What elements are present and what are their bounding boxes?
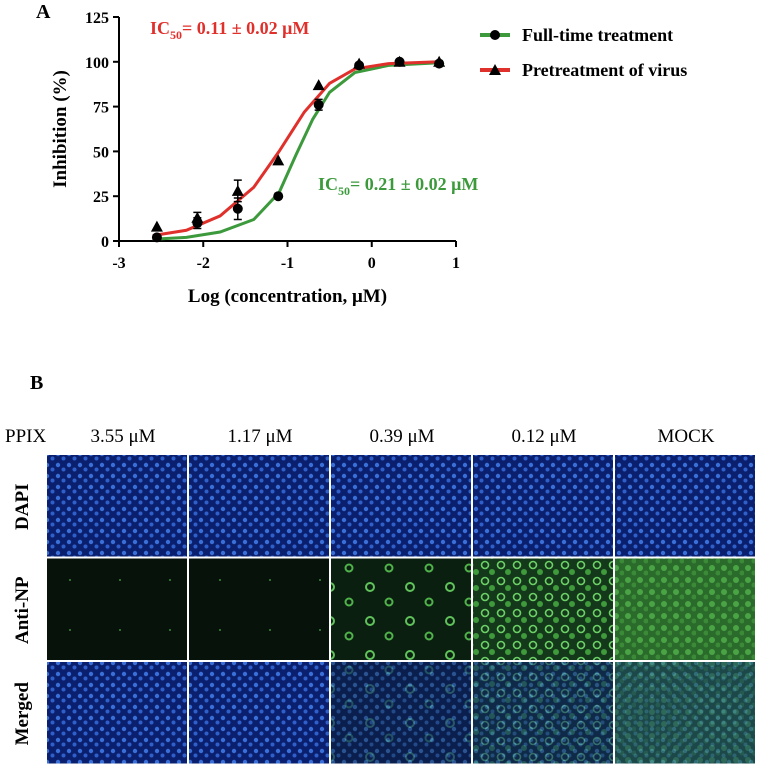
y-tick-label: 75 [93, 100, 109, 117]
data-point [393, 55, 406, 67]
x-tick-label: -2 [197, 255, 210, 272]
data-point [353, 57, 366, 69]
ic50-value: = 0.21 ± 0.02 μM [350, 174, 478, 194]
micrograph [473, 455, 613, 557]
x-tick-label: 1 [452, 255, 460, 272]
micrograph [189, 455, 329, 557]
micrograph [473, 558, 613, 660]
data-point [150, 220, 163, 232]
x-tick-label: -3 [112, 255, 125, 272]
row-label: DAPI [12, 484, 33, 530]
ic50-value: = 0.11 ± 0.02 μM [182, 18, 309, 38]
ic50-subscript: 50 [338, 184, 350, 198]
micrograph [615, 558, 755, 660]
fit-curve [152, 60, 440, 238]
micrograph [189, 662, 329, 764]
data-point [232, 203, 243, 214]
micrograph [331, 558, 471, 660]
column-header: 0.39 μM [369, 426, 434, 447]
y-tick-label: 125 [85, 10, 109, 27]
micrograph [615, 455, 755, 557]
micrograph [47, 662, 187, 764]
data-point [313, 99, 324, 110]
x-axis-label: Log (concentration, μM) [188, 286, 387, 307]
legend-label: Full-time treatment [522, 25, 673, 45]
ic50-prefix: IC [318, 174, 338, 194]
micrograph [189, 558, 329, 660]
data-point [231, 184, 244, 196]
micrograph-overlay [331, 662, 471, 764]
micrograph [47, 455, 187, 557]
data-point [191, 211, 204, 223]
x-tick-label: -1 [281, 255, 294, 272]
row-header: PPIX [5, 426, 46, 447]
y-tick-label: 25 [93, 189, 109, 206]
micrograph [47, 558, 187, 660]
micrograph-overlay [473, 662, 613, 764]
data-point [272, 154, 285, 166]
ic50-prefix: IC [150, 18, 170, 38]
ic50-annotation: IC50= 0.11 ± 0.02 μM [150, 18, 309, 42]
data-point [312, 79, 325, 91]
x-tick-label: 0 [368, 255, 376, 272]
y-axis-label: Inhibition (%) [50, 70, 71, 188]
row-label: Merged [12, 682, 33, 746]
ic50-annotation: IC50= 0.21 ± 0.02 μM [318, 174, 478, 198]
micrograph [331, 455, 471, 557]
micrograph-overlay [615, 662, 755, 764]
data-point [433, 55, 446, 67]
y-tick-label: 100 [85, 55, 109, 72]
y-tick-label: 50 [93, 144, 109, 161]
row-label: Anti-NP [12, 576, 33, 644]
legend-marker [490, 30, 500, 40]
panel-label: B [30, 372, 43, 394]
panel-label: A [36, 1, 51, 23]
data-point [151, 232, 162, 243]
legend-label: Pretreatment of virus [522, 60, 687, 80]
column-header: 1.17 μM [227, 426, 292, 447]
column-header: 0.12 μM [511, 426, 576, 447]
column-header: 3.55 μM [90, 426, 155, 447]
fit-curve [152, 61, 440, 241]
ic50-subscript: 50 [170, 28, 182, 42]
legend-marker [489, 64, 501, 75]
data-point [273, 191, 284, 202]
y-tick-label: 0 [101, 234, 109, 251]
column-header: MOCK [657, 426, 714, 447]
